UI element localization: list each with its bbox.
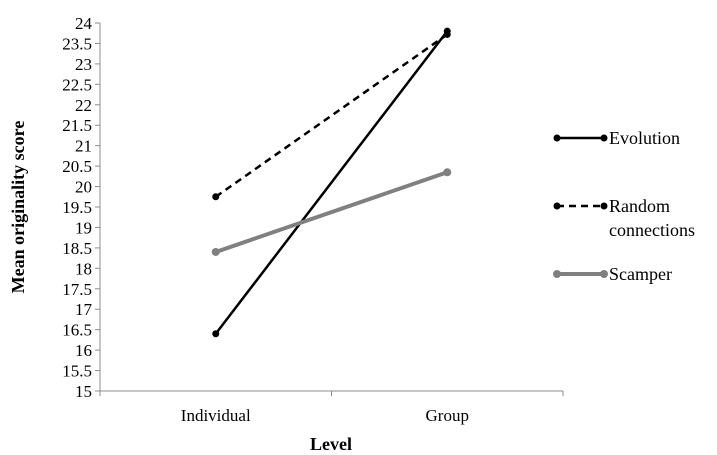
x-ticks: Individual Group xyxy=(99,391,564,425)
y-axis-title: Mean originality score xyxy=(8,121,28,294)
legend-marker xyxy=(553,134,561,142)
legend-marker xyxy=(600,270,608,278)
legend-marker xyxy=(600,134,608,142)
y-tick-label: 20 xyxy=(75,178,92,197)
y-tick-label: 20.5 xyxy=(62,157,92,176)
y-tick-label: 17.5 xyxy=(62,280,92,299)
series-point xyxy=(211,247,220,256)
series-layer xyxy=(211,27,452,338)
series-point xyxy=(212,193,220,201)
y-tick-label: 21.5 xyxy=(62,116,92,135)
series-line xyxy=(215,170,448,254)
legend-marker xyxy=(553,202,561,210)
y-tick-label: 17 xyxy=(75,300,93,319)
legend-label: Random xyxy=(609,196,670,216)
series-line xyxy=(214,30,449,335)
series-point xyxy=(443,168,452,177)
series-point xyxy=(212,330,220,338)
legend-marker xyxy=(553,270,561,278)
legend-label: connections xyxy=(609,220,695,240)
y-tick-label: 24 xyxy=(75,14,93,33)
y-tick-label: 22 xyxy=(75,96,92,115)
y-tick-label: 23.5 xyxy=(62,34,92,53)
y-tick-label: 23 xyxy=(75,55,92,74)
series-point xyxy=(443,30,451,38)
series-line xyxy=(215,33,448,198)
x-axis-title: Level xyxy=(310,434,352,454)
y-tick-label: 15 xyxy=(75,382,92,401)
y-tick-label: 16.5 xyxy=(62,321,92,340)
y-tick-label: 19 xyxy=(75,218,92,237)
y-tick-label: 18 xyxy=(75,259,92,278)
legend-label: Scamper xyxy=(609,264,672,284)
x-tick-label: Group xyxy=(426,406,469,425)
legend-marker xyxy=(600,202,608,210)
y-tick-label: 15.5 xyxy=(62,362,92,381)
y-tick-label: 16 xyxy=(75,341,92,360)
y-tick-label: 21 xyxy=(75,137,92,156)
axes xyxy=(99,23,563,392)
y-tick-label: 18.5 xyxy=(62,239,92,258)
y-tick-label: 22.5 xyxy=(62,75,92,94)
x-tick-label: Individual xyxy=(181,406,251,425)
y-tick-label: 19.5 xyxy=(62,198,92,217)
legend: Evolution Random connections Scamper xyxy=(553,128,695,284)
legend-label: Evolution xyxy=(609,128,680,148)
